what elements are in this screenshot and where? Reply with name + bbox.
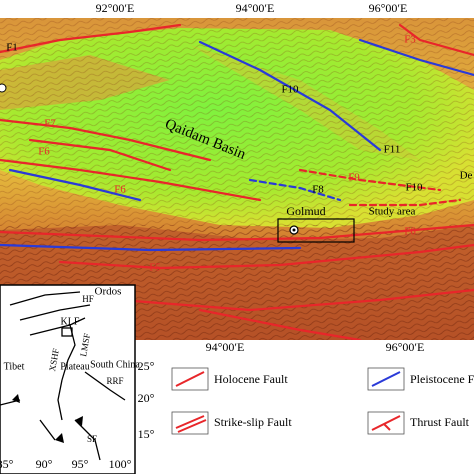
- legend-label: Thrust Fault: [410, 415, 470, 429]
- fault-label: F6: [404, 226, 416, 238]
- city-label: Golmud: [286, 204, 325, 218]
- fault-label: F10: [281, 84, 299, 96]
- legend-icons: [171, 367, 405, 435]
- inset-label: South China: [90, 359, 140, 370]
- lat-tick-label: 25°: [138, 359, 155, 373]
- inset-thrust-marks: [12, 394, 83, 443]
- lon-tick-label: 90°: [36, 457, 53, 471]
- lat-tick-label: 20°: [138, 391, 155, 405]
- inset-label: Ordos: [95, 286, 122, 298]
- lon-tick-label: 95°: [72, 457, 89, 471]
- fault-label: F5: [149, 262, 161, 274]
- fault-label: F9: [348, 172, 360, 184]
- inset-label: HF: [82, 294, 94, 304]
- lat-tick-label: 15°: [138, 427, 155, 441]
- study-area-label: Study area: [369, 206, 416, 218]
- top-axis-label: 92°00′E: [96, 1, 135, 15]
- lon-tick-label: 85°: [0, 457, 14, 471]
- legend-label: Pleistocene Fault: [410, 372, 474, 386]
- lon-tick-label: 100°: [109, 457, 132, 471]
- fault-label: F7: [44, 118, 56, 130]
- top-axis-label: 96°00′E: [369, 1, 408, 15]
- inset-label: SF: [87, 434, 97, 444]
- top-axis-label: 94°00′E: [236, 1, 275, 15]
- fault-label: F10: [405, 182, 423, 194]
- inset-label: KLF: [61, 316, 80, 327]
- fault-label: F11: [384, 144, 401, 156]
- bottom-axis-label: 94°00′E: [206, 340, 245, 354]
- fault-label: F8: [312, 184, 324, 196]
- inset-label: Plateau: [60, 361, 89, 372]
- legend-label: Strike-slip Fault: [214, 415, 292, 429]
- inset-label: LMSF: [78, 332, 92, 357]
- legend-label: Holocene Fault: [214, 372, 288, 386]
- fault-label: F6: [38, 146, 50, 158]
- inset-label: Tibet: [4, 361, 25, 372]
- fault-label: F6: [114, 184, 126, 196]
- edge-label: De: [460, 170, 473, 182]
- inset-label: RRF: [106, 376, 123, 386]
- bottom-axis-label: 96°00′E: [386, 340, 425, 354]
- inset-map: [0, 284, 136, 474]
- inset-label: XSHF: [47, 348, 61, 372]
- fault-label: F3: [404, 34, 416, 46]
- fault-label: F1: [6, 42, 18, 54]
